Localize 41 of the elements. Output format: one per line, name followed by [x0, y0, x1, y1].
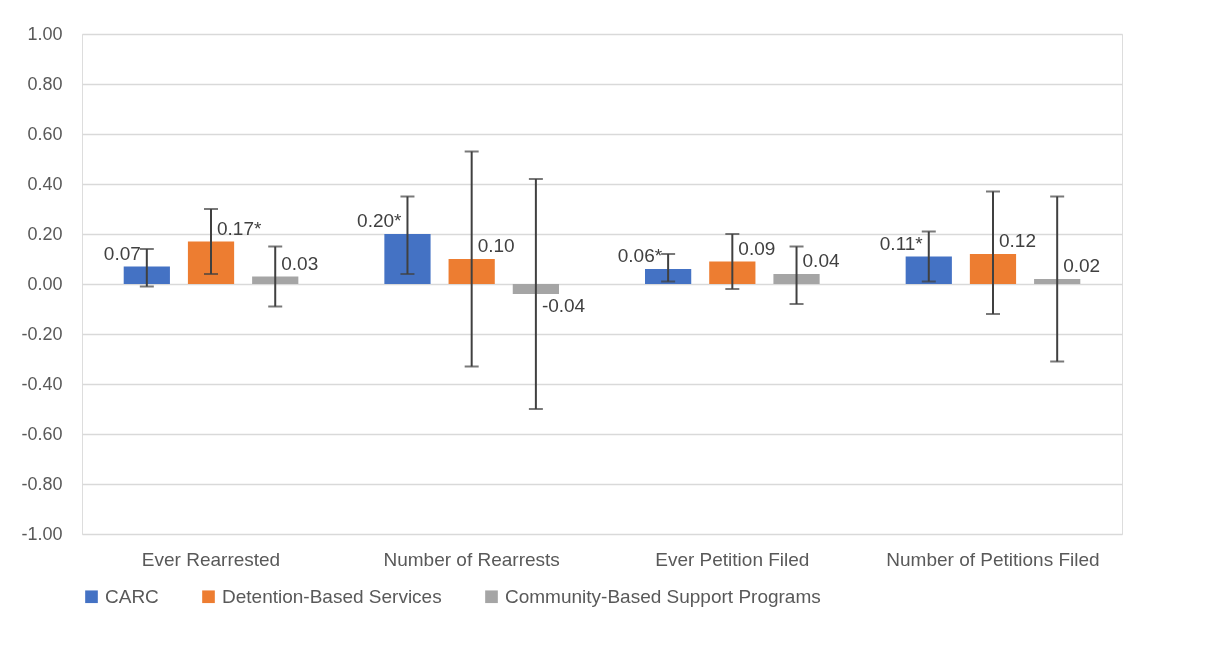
y-tick-label: -0.20 [21, 323, 63, 344]
data-label: 0.11* [879, 232, 924, 254]
legend-label: Detention-Based Services [222, 585, 442, 607]
data-label: 0.02 [1063, 255, 1101, 276]
bar [773, 274, 820, 284]
bar [905, 256, 952, 284]
data-label: 0.10 [477, 235, 515, 256]
y-tick-label: 1.00 [27, 23, 63, 44]
bar [123, 266, 170, 284]
bar [1034, 279, 1081, 284]
y-tick-label: 0.00 [27, 273, 63, 294]
y-tick-label: -0.60 [21, 423, 63, 444]
y-tick-label: 0.80 [27, 73, 63, 94]
legend-label: Community-Based Support Programs [505, 585, 821, 607]
y-tick-label: -0.80 [21, 473, 63, 494]
data-label: 0.04 [802, 250, 840, 271]
data-label: 0.03 [281, 252, 319, 274]
x-tick-label: Ever Petition Filed [655, 548, 810, 570]
y-tick-label: 0.60 [27, 123, 63, 144]
bar [645, 269, 692, 284]
data-label: 0.09 [738, 237, 776, 259]
y-tick-label: -1.00 [21, 523, 63, 544]
y-tick-label: -0.40 [21, 373, 63, 394]
y-tick-label: 0.40 [27, 173, 63, 194]
data-label: 0.06* [617, 245, 663, 266]
legend-label: CARC [105, 585, 159, 607]
bar [969, 254, 1017, 284]
bar [709, 261, 756, 284]
data-label: 0.12 [998, 230, 1036, 251]
data-label: 0.17* [217, 217, 262, 239]
data-label: 0.20* [357, 210, 403, 231]
x-tick-label: Ever Rearrested [141, 548, 281, 570]
x-tick-label: Number of Rearrests [383, 548, 560, 570]
data-label: -0.04 [541, 295, 586, 316]
data-label: 0.07 [103, 242, 141, 264]
bar [384, 234, 431, 284]
bar [448, 259, 495, 284]
x-tick-label: Number of Petitions Filed [886, 548, 1100, 570]
bar [187, 241, 235, 284]
y-tick-label: 0.20 [27, 223, 63, 244]
bar [512, 284, 559, 294]
